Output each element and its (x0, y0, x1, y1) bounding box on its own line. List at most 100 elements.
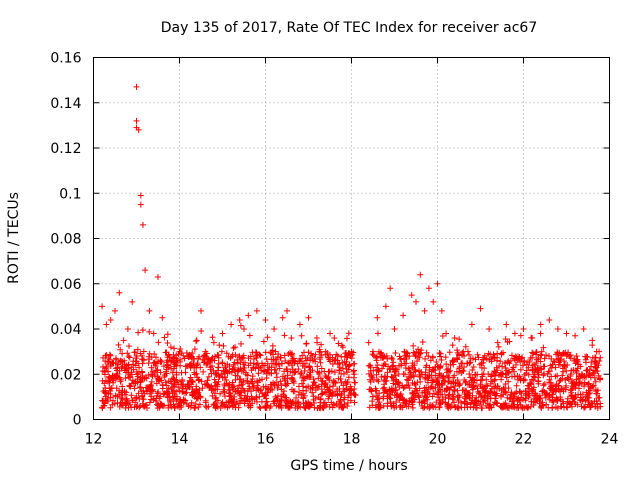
data-point (440, 373, 447, 380)
data-point (443, 361, 450, 368)
data-point (333, 400, 340, 407)
data-point (330, 379, 337, 386)
data-point (241, 364, 248, 371)
data-point (529, 366, 536, 373)
data-point (342, 361, 349, 368)
data-point (192, 371, 199, 378)
data-point (123, 389, 130, 396)
data-point (139, 221, 146, 228)
data-point (474, 385, 481, 392)
data-point (336, 367, 343, 374)
data-point (187, 374, 194, 381)
data-point (336, 364, 343, 371)
data-point (438, 307, 445, 314)
data-point (287, 398, 294, 405)
data-point (246, 332, 253, 339)
data-point (192, 405, 199, 412)
data-point (146, 399, 153, 406)
data-point (510, 401, 517, 408)
data-point (391, 404, 398, 411)
data-point (446, 386, 453, 393)
data-point (381, 384, 388, 391)
data-point (592, 363, 599, 370)
data-point (369, 351, 376, 358)
data-point (327, 358, 334, 365)
data-point (367, 364, 374, 371)
data-point (179, 378, 186, 385)
data-point (456, 352, 463, 359)
data-point (438, 357, 445, 364)
data-point (477, 305, 484, 312)
data-point (102, 358, 109, 365)
data-point (187, 364, 194, 371)
data-point (215, 360, 222, 367)
data-point (196, 353, 203, 360)
data-point (540, 382, 547, 389)
data-point (593, 348, 600, 355)
data-point (231, 359, 238, 366)
data-point (222, 366, 229, 373)
data-point (468, 377, 475, 384)
data-point (503, 374, 510, 381)
data-point (416, 350, 423, 357)
data-point (579, 398, 586, 405)
data-point (124, 326, 131, 332)
data-point (307, 401, 314, 408)
data-point (458, 360, 465, 367)
data-point (335, 340, 342, 347)
data-point (250, 356, 257, 363)
data-point (223, 380, 230, 387)
data-point (145, 360, 152, 367)
data-point (541, 355, 548, 362)
data-point (214, 381, 221, 388)
data-point (232, 376, 239, 383)
data-point (543, 401, 550, 408)
data-point (155, 339, 162, 346)
data-point (436, 349, 443, 356)
data-point (134, 379, 141, 386)
data-point (344, 369, 351, 376)
data-point (190, 388, 197, 395)
data-point (380, 362, 387, 369)
data-point (415, 349, 422, 356)
data-point (106, 374, 113, 381)
data-point (398, 361, 405, 368)
data-point (554, 326, 561, 332)
data-point (480, 398, 487, 405)
data-point (525, 390, 532, 397)
data-point (472, 371, 479, 378)
data-point (397, 356, 404, 363)
data-point (253, 354, 260, 361)
data-point (202, 348, 209, 355)
y-tick-label: 0.08 (50, 232, 81, 248)
data-point (164, 390, 171, 397)
data-point (589, 400, 596, 407)
data-point (247, 402, 254, 409)
data-point (352, 379, 359, 386)
data-point (477, 376, 484, 383)
data-point (486, 356, 493, 363)
data-point (146, 328, 153, 335)
data-point (99, 404, 106, 411)
data-point (191, 346, 198, 353)
data-point (272, 356, 279, 363)
data-point (219, 330, 226, 337)
data-point (432, 367, 439, 374)
data-point (210, 339, 217, 346)
data-point (166, 353, 173, 360)
data-point (484, 383, 491, 390)
data-point (343, 358, 350, 365)
data-point (527, 380, 534, 387)
data-point (318, 365, 325, 372)
data-point (406, 385, 413, 392)
data-point (277, 378, 284, 385)
data-point (398, 355, 405, 362)
data-point (228, 353, 235, 360)
data-point (250, 364, 257, 371)
data-point (314, 339, 321, 346)
data-point (282, 357, 289, 364)
y-tick-label: 0.04 (50, 322, 81, 338)
data-point (577, 363, 584, 370)
data-point (567, 372, 574, 379)
data-point (491, 377, 498, 384)
